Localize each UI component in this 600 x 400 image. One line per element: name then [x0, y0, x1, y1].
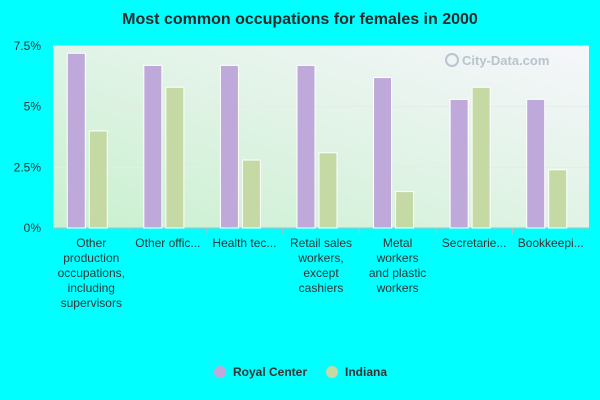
legend-swatch: [326, 366, 338, 378]
bar-indiana: [318, 152, 338, 229]
category-label: Retail sales: [290, 236, 352, 250]
y-tick-label: 0%: [24, 221, 42, 235]
category-label: cashiers: [299, 281, 344, 295]
bar-indiana: [241, 159, 261, 229]
category-label: workers,: [297, 251, 343, 265]
category-label: supervisors: [61, 296, 122, 310]
category-label: Bookkeepi...: [518, 236, 584, 250]
bar-indiana: [548, 169, 568, 229]
x-axis-labels: Otherproductionoccupations,includingsupe…: [58, 236, 584, 310]
watermark-text: City-Data.com: [462, 53, 549, 68]
y-tick-label: 5%: [24, 100, 42, 114]
chart-title: Most common occupations for females in 2…: [122, 11, 478, 28]
watermark: City-Data.com: [445, 53, 549, 68]
bar-royal-center: [66, 52, 86, 229]
bar-royal-center: [219, 64, 239, 229]
y-axis-ticks: 0% 2.5% 5% 7.5%: [14, 39, 42, 235]
y-tick-label: 2.5%: [14, 160, 42, 174]
category-label: workers: [376, 251, 419, 265]
legend-label: Royal Center: [233, 365, 307, 379]
watermark-icon: [445, 53, 459, 67]
category-label: except: [303, 266, 339, 280]
bar-royal-center: [143, 64, 163, 229]
category-label: Secretarie...: [442, 236, 507, 250]
bar-royal-center: [449, 98, 469, 229]
legend-swatch: [214, 366, 226, 378]
y-tick-label: 7.5%: [14, 39, 42, 53]
category-label: occupations,: [58, 266, 125, 280]
category-label: and plastic: [369, 266, 426, 280]
category-label: Other offic...: [135, 236, 200, 250]
category-label: including: [68, 281, 115, 295]
bar-indiana: [165, 86, 185, 229]
category-label: Metal: [383, 236, 412, 250]
bar-indiana: [395, 191, 415, 229]
category-label: production: [63, 251, 119, 265]
bars: [66, 52, 568, 234]
bar-royal-center: [526, 98, 546, 229]
category-label: Health tec...: [212, 236, 276, 250]
bar-royal-center: [373, 77, 393, 229]
legend-label: Indiana: [345, 365, 387, 379]
category-label: workers: [376, 281, 419, 295]
bar-royal-center: [296, 64, 316, 229]
bar-indiana: [471, 86, 491, 229]
category-label: Other: [76, 236, 106, 250]
legend: Royal Center Indiana: [214, 365, 387, 379]
bar-indiana: [88, 130, 108, 229]
